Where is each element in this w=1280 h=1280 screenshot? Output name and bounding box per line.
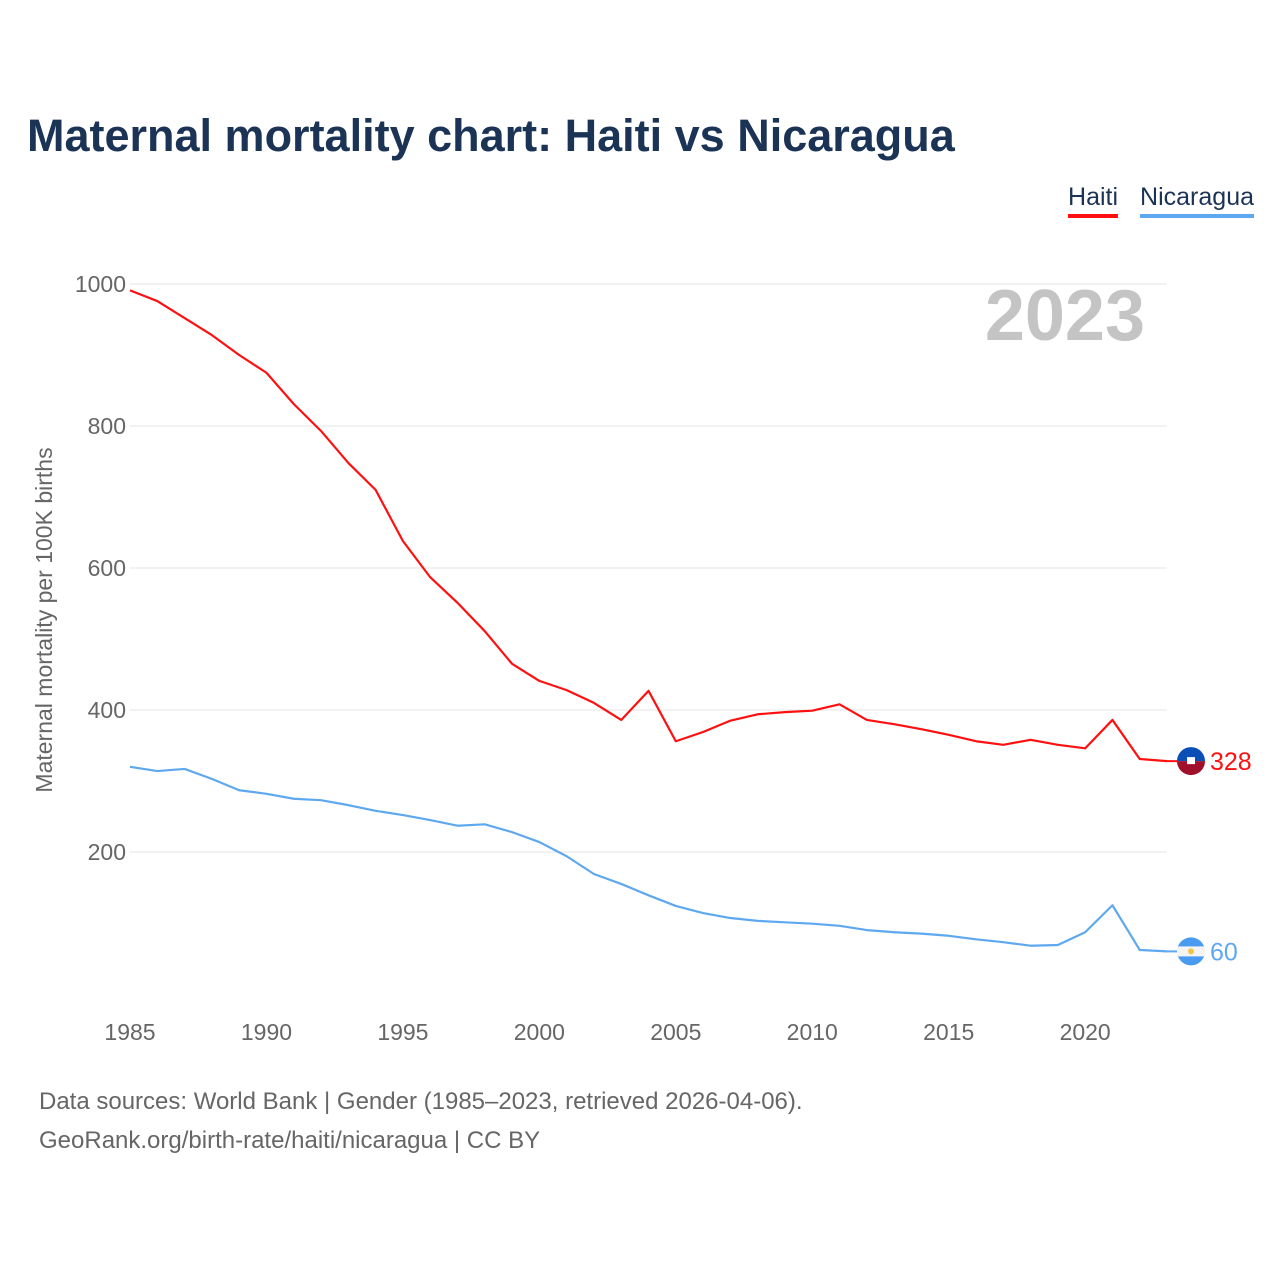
- y-tick-label: 200: [88, 839, 126, 865]
- chart-title: Maternal mortality chart: Haiti vs Nicar…: [27, 110, 955, 161]
- legend: Haiti Nicaragua: [1068, 183, 1254, 218]
- series-line-haiti: [129, 289, 1168, 763]
- end-value-label-haiti: 328: [1210, 748, 1252, 776]
- series-line-nicaragua: [129, 765, 1168, 953]
- haiti-flag-icon: [1177, 761, 1205, 776]
- source-link[interactable]: GeoRank.org/birth-rate/haiti/nicaragua |…: [39, 1127, 541, 1154]
- haiti-flag-emblem: [1187, 757, 1195, 765]
- x-tick-label: 1990: [241, 1019, 292, 1045]
- x-tick-label: 2015: [923, 1019, 974, 1045]
- x-tick-label: 1985: [104, 1019, 155, 1045]
- source-line: Data sources: World Bank | Gender (1985–…: [39, 1088, 803, 1115]
- x-tick-label: 2005: [650, 1019, 701, 1045]
- x-tick-label: 1995: [377, 1019, 428, 1045]
- legend-haiti[interactable]: Haiti: [1068, 183, 1119, 218]
- year-watermark: 2023: [985, 276, 1145, 356]
- y-axis-label: Maternal mortality per 100K births: [31, 447, 57, 792]
- haiti-flag-icon: [1177, 747, 1205, 762]
- x-tick-label: 2020: [1060, 1019, 1111, 1045]
- y-tick-label: 400: [88, 697, 126, 723]
- y-tick-label: 800: [88, 413, 126, 439]
- x-tick-label: 2010: [787, 1019, 838, 1045]
- y-tick-label: 1000: [75, 271, 126, 297]
- y-tick-label: 600: [88, 555, 126, 581]
- end-value-label-nicaragua: 60: [1210, 938, 1238, 966]
- nicaragua-flag-emblem: [1188, 948, 1194, 955]
- legend-nicaragua[interactable]: Nicaragua: [1140, 183, 1254, 218]
- x-tick-label: 2000: [514, 1019, 565, 1045]
